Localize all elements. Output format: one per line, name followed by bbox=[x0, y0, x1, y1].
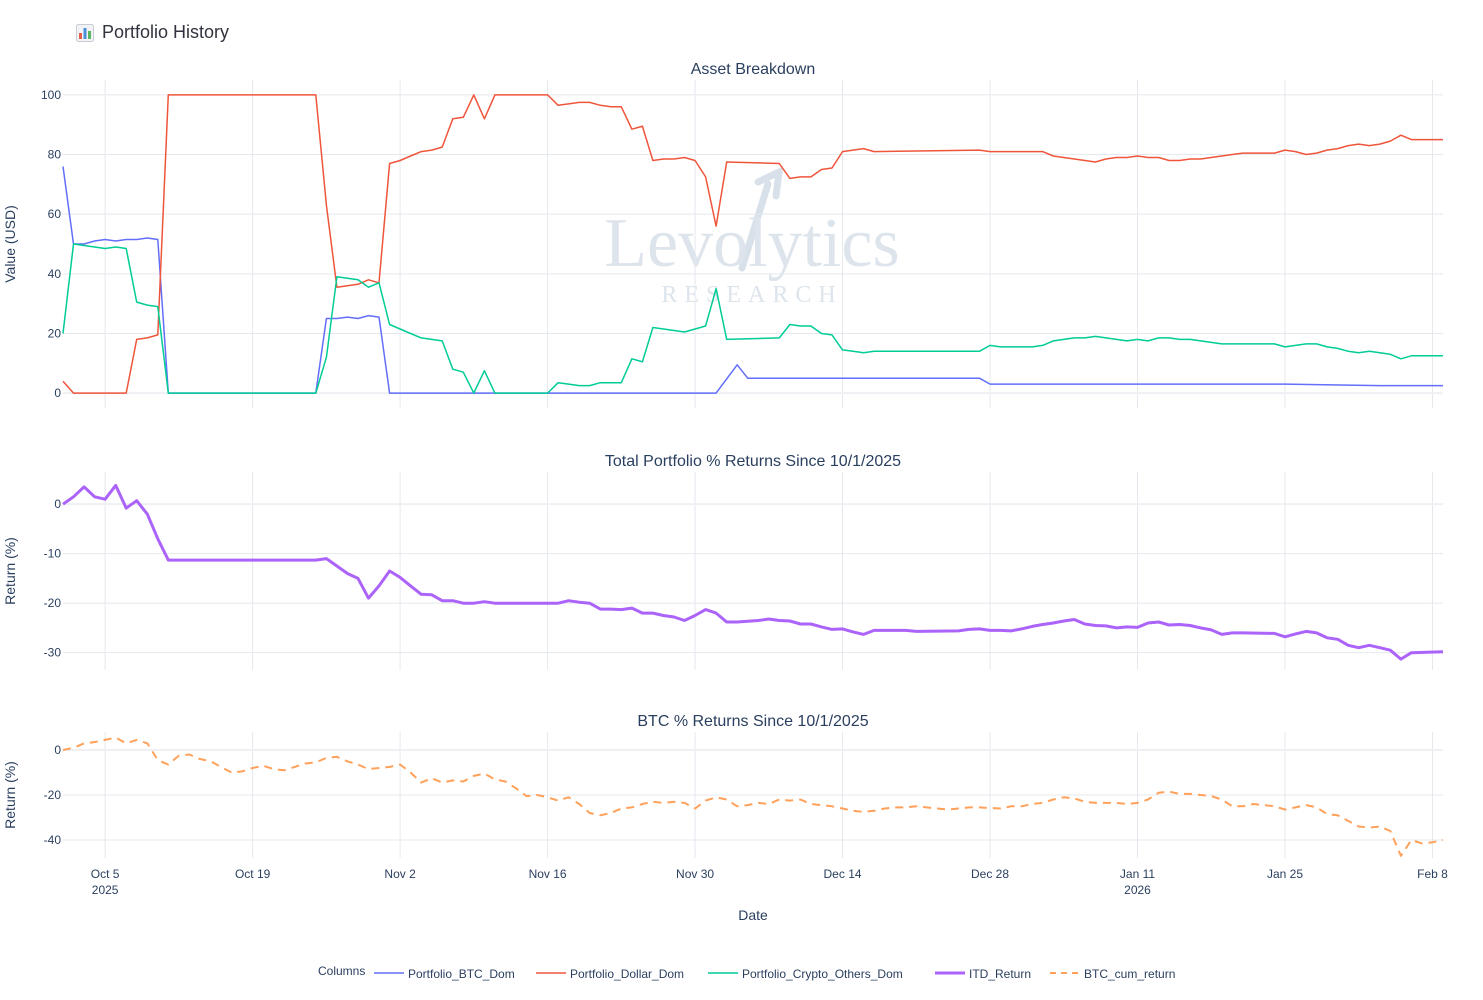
x-tick-label: Dec 28 bbox=[971, 867, 1009, 881]
series-line-Portfolio_Dollar_Dom bbox=[62, 94, 1443, 394]
legend-label: BTC_cum_return bbox=[1084, 967, 1175, 981]
chart-panel-3: 0 -20 -40 BTC % Returns Since 10/1/2025 Retu… bbox=[2, 713, 1444, 858]
x-tick-label: Dec 14 bbox=[824, 867, 862, 881]
legend-label: Portfolio_BTC_Dom bbox=[408, 967, 515, 981]
x-tick-label: Nov 30 bbox=[676, 867, 714, 881]
chart-title: BTC % Returns Since 10/1/2025 bbox=[637, 713, 868, 730]
y-tick-label: -40 bbox=[44, 833, 62, 847]
y-axis-title: Value (USD) bbox=[2, 205, 18, 283]
legend-item[interactable]: Portfolio_Crypto_Others_Dom bbox=[708, 967, 903, 981]
y-tick-label: 20 bbox=[48, 326, 62, 340]
series-line-BTC_cum_return bbox=[62, 736, 1444, 857]
y-tick-label: -20 bbox=[44, 596, 62, 610]
y-tick-label: 60 bbox=[48, 207, 62, 221]
chart-title: Total Portfolio % Returns Since 10/1/202… bbox=[605, 453, 901, 470]
legend-item[interactable]: Portfolio_Dollar_Dom bbox=[536, 967, 684, 981]
watermark-logo: Levolytics RESEARCH bbox=[604, 166, 900, 308]
y-tick-label: -30 bbox=[44, 646, 62, 660]
legend-title: Columns bbox=[318, 964, 365, 978]
legend-item[interactable]: ITD_Return bbox=[935, 967, 1031, 981]
x-tick-label: Nov 2 bbox=[384, 867, 416, 881]
y-tick-label: 0 bbox=[54, 743, 61, 757]
chart-panel-1: 0 20 40 60 80 100 Asset Breakdown Value (USD) bbox=[2, 61, 1443, 408]
series-line-Portfolio_BTC_Dom bbox=[62, 166, 1443, 394]
y-tick-label: 0 bbox=[54, 386, 61, 400]
x-tick-label: Feb 8 bbox=[1417, 867, 1448, 881]
y-tick-label: -10 bbox=[44, 547, 62, 561]
y-tick-label: 40 bbox=[48, 267, 62, 281]
x-tick-label: Oct 5 bbox=[91, 867, 120, 881]
legend-item[interactable]: Portfolio_BTC_Dom bbox=[374, 967, 515, 981]
x-tick-label: Oct 19 bbox=[235, 867, 271, 881]
x-tick-label: Jan 11 bbox=[1120, 867, 1155, 881]
x-tick-year-label: 2025 bbox=[92, 883, 119, 897]
bar-chart-icon bbox=[76, 23, 94, 42]
chart-title: Asset Breakdown bbox=[691, 61, 816, 78]
chart-panel-2: 0 -10 -20 -30 Total Portfolio % Returns Sinc… bbox=[2, 453, 1444, 670]
series-line-Portfolio_Crypto_Others_Dom bbox=[62, 243, 1443, 394]
x-axis-title: Date bbox=[738, 907, 768, 923]
x-tick-year-label: 2026 bbox=[1124, 883, 1151, 897]
watermark-name: Levolytics bbox=[604, 205, 899, 282]
legend-label: Portfolio_Crypto_Others_Dom bbox=[742, 967, 903, 981]
legend-item[interactable]: BTC_cum_return bbox=[1050, 967, 1175, 981]
watermark-tagline: RESEARCH bbox=[661, 282, 842, 308]
y-tick-label: 100 bbox=[41, 88, 61, 102]
y-tick-label: 0 bbox=[54, 497, 61, 511]
page-header: Portfolio History bbox=[76, 22, 229, 43]
series-line-ITD_Return bbox=[62, 483, 1444, 661]
legend-label: ITD_Return bbox=[969, 967, 1031, 981]
y-tick-label: -20 bbox=[44, 788, 62, 802]
y-tick-label: 80 bbox=[48, 148, 62, 162]
x-tick-label: Jan 25 bbox=[1267, 867, 1303, 881]
page-title: Portfolio History bbox=[102, 22, 230, 42]
y-axis-title: Return (%) bbox=[2, 537, 18, 605]
x-tick-label: Nov 16 bbox=[529, 867, 567, 881]
legend-label: Portfolio_Dollar_Dom bbox=[570, 967, 684, 981]
y-axis-title: Return (%) bbox=[2, 761, 18, 829]
